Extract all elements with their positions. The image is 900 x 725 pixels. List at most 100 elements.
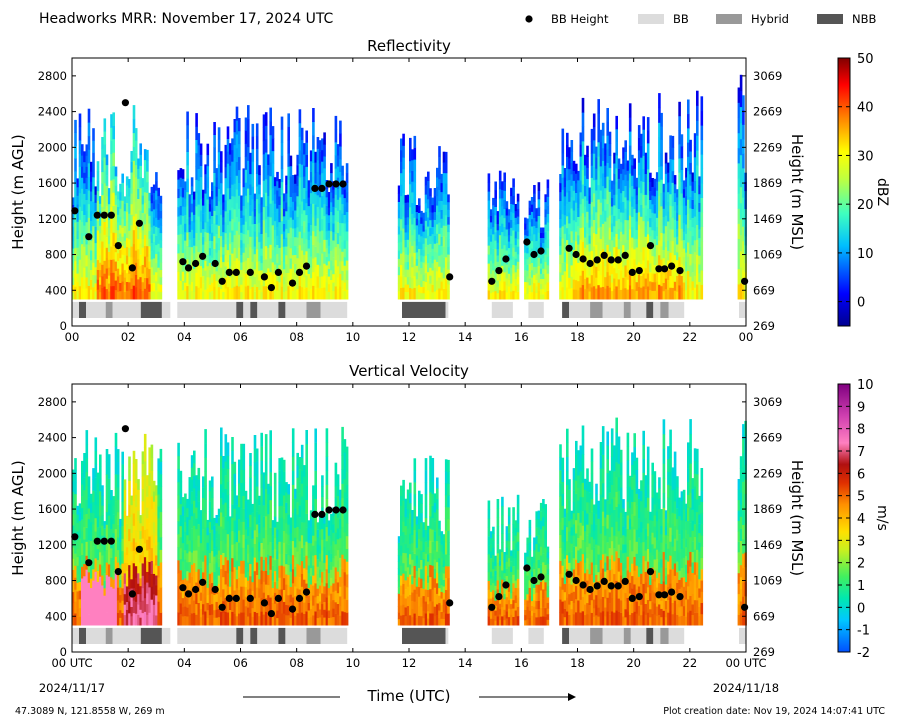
field-cell: [103, 528, 107, 537]
field-cell: [559, 263, 562, 273]
field-cell: [107, 235, 111, 244]
field-cell: [418, 241, 421, 249]
field-cell: [568, 234, 571, 246]
field-cell: [533, 209, 536, 218]
field-cell: [572, 269, 576, 280]
field-cell: [544, 194, 547, 203]
field-cell: [208, 240, 212, 249]
field-cell: [400, 253, 403, 266]
field-cell: [179, 548, 183, 560]
field-cell: [539, 268, 543, 274]
field-cell: [193, 600, 196, 614]
field-cell: [184, 265, 187, 275]
field-cell: [572, 239, 576, 251]
field-cell: [325, 611, 329, 626]
field-cell: [211, 508, 214, 520]
field-cell: [188, 254, 192, 263]
field-cell: [128, 282, 131, 291]
field-cell: [226, 546, 230, 561]
field-cell: [190, 479, 194, 492]
field-cell: [262, 472, 266, 484]
field-cell: [651, 195, 654, 205]
field-cell: [561, 177, 565, 190]
field-cell: [215, 271, 219, 281]
field-cell: [325, 256, 329, 266]
field-cell: [642, 260, 645, 274]
x-tick-label: 06: [233, 330, 248, 344]
field-cell: [289, 206, 293, 218]
field-cell: [516, 276, 520, 285]
field-cell: [501, 206, 504, 216]
field-cell: [314, 225, 317, 237]
field-cell: [125, 523, 129, 532]
field-cell: [334, 220, 338, 234]
field-cell: [184, 549, 187, 560]
field-cell: [440, 182, 444, 193]
field-cell: [345, 279, 349, 290]
field-cell: [224, 277, 228, 289]
field-cell: [606, 149, 609, 163]
field-cell: [112, 542, 115, 552]
field-cell: [586, 145, 589, 157]
field-cell: [247, 589, 250, 599]
reflectivity-panel: Reflectivity 00 02 04 06 08 10 12 14 16 18 20 22 000…: [9, 37, 890, 344]
field-cell: [678, 214, 681, 229]
field-cell: [323, 609, 326, 618]
field-cell: [114, 501, 118, 516]
field-cell: [642, 286, 645, 300]
field-cell: [287, 232, 290, 247]
field-cell: [294, 236, 297, 247]
field-cell: [208, 542, 212, 554]
field-cell: [208, 614, 212, 626]
field-cell: [433, 251, 437, 260]
field-cell: [132, 450, 136, 464]
field-cell: [305, 275, 308, 288]
field-cell: [157, 577, 160, 590]
field-cell: [87, 108, 91, 123]
field-cell: [427, 281, 430, 291]
bb-height-point: [488, 277, 496, 285]
field-cell: [698, 176, 701, 186]
field-cell: [673, 237, 677, 247]
field-cell: [231, 241, 234, 254]
field-cell: [671, 159, 675, 172]
field-cell: [280, 207, 284, 222]
field-cell: [327, 245, 331, 254]
field-cell: [179, 614, 183, 626]
field-cell: [217, 508, 221, 518]
field-cell: [110, 153, 113, 168]
field-cell: [74, 273, 77, 287]
bb-type-segment: [668, 301, 685, 318]
field-cell: [305, 569, 308, 584]
field-cell: [510, 195, 513, 204]
field-cell: [411, 202, 414, 214]
field-cell: [572, 230, 576, 241]
field-cell: [249, 246, 252, 258]
field-cell: [323, 570, 326, 579]
field-cell: [222, 588, 225, 602]
field-cell: [217, 616, 221, 626]
field-cell: [566, 227, 569, 241]
field-cell: [323, 554, 326, 563]
field-cell: [179, 481, 183, 494]
field-cell: [253, 253, 257, 262]
bb-height-point: [628, 268, 636, 276]
field-cell: [575, 279, 578, 290]
field-cell: [610, 273, 614, 283]
field-cell: [134, 518, 138, 531]
field-cell: [238, 554, 241, 567]
field-cell: [240, 612, 243, 626]
field-cell: [177, 547, 180, 561]
field-cell: [615, 207, 618, 221]
field-cell: [566, 132, 569, 145]
field-cell: [321, 496, 324, 508]
field-cell: [294, 547, 297, 558]
field-cell: [606, 258, 609, 273]
field-cell: [137, 552, 140, 563]
field-cell: [516, 208, 520, 217]
field-cell: [215, 205, 219, 216]
field-cell: [242, 495, 246, 509]
field-cell: [240, 547, 243, 561]
field-cell: [406, 202, 410, 210]
field-cell: [433, 259, 437, 268]
